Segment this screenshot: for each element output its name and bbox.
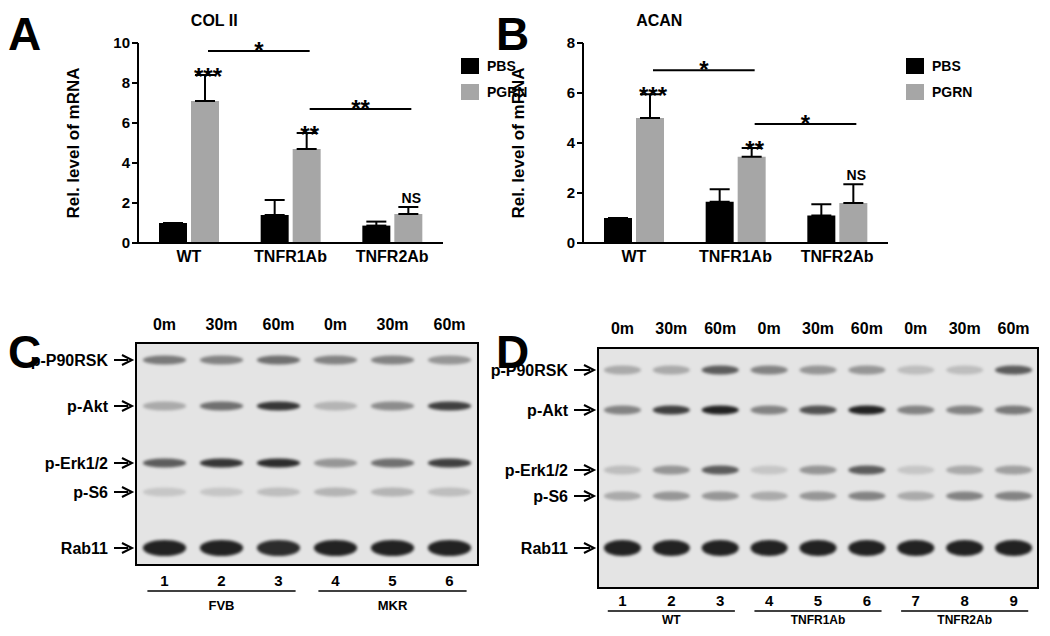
svg-text:4: 4: [567, 134, 576, 151]
svg-text:*: *: [254, 37, 264, 64]
svg-text:0m: 0m: [153, 316, 176, 333]
svg-text:6: 6: [863, 592, 871, 609]
svg-text:p-Akt: p-Akt: [67, 398, 109, 415]
svg-text:*: *: [699, 56, 709, 83]
svg-text:0m: 0m: [611, 320, 634, 337]
svg-text:0: 0: [122, 234, 130, 251]
svg-text:WT: WT: [621, 248, 646, 265]
svg-text:p-S6: p-S6: [533, 488, 568, 505]
svg-text:60m: 60m: [433, 316, 465, 333]
svg-text:2: 2: [122, 194, 130, 211]
svg-text:B: B: [496, 8, 529, 60]
svg-text:COL II: COL II: [191, 12, 238, 29]
svg-text:Rel. level of mRNA: Rel. level of mRNA: [509, 67, 528, 218]
svg-text:Rab11: Rab11: [61, 540, 108, 557]
svg-text:TNFR1Ab: TNFR1Ab: [254, 248, 327, 265]
svg-text:6: 6: [567, 84, 575, 101]
svg-text:Rab11: Rab11: [521, 540, 568, 557]
svg-text:60m: 60m: [851, 320, 883, 337]
svg-text:A: A: [8, 8, 41, 60]
svg-text:4: 4: [765, 592, 774, 609]
svg-text:TNFR2Ab: TNFR2Ab: [356, 248, 429, 265]
svg-text:WT: WT: [662, 613, 681, 627]
svg-text:5: 5: [814, 592, 822, 609]
svg-text:0m: 0m: [758, 320, 781, 337]
svg-text:30m: 30m: [655, 320, 687, 337]
svg-text:60m: 60m: [262, 316, 294, 333]
svg-text:8: 8: [567, 34, 575, 51]
svg-text:2: 2: [217, 572, 225, 589]
svg-text:6: 6: [445, 572, 453, 589]
svg-text:10: 10: [113, 34, 130, 51]
svg-text:3: 3: [716, 592, 724, 609]
svg-text:3: 3: [274, 572, 282, 589]
svg-text:WT: WT: [176, 248, 201, 265]
svg-text:TNFR1Ab: TNFR1Ab: [791, 613, 846, 627]
svg-text:TNFR1Ab: TNFR1Ab: [699, 248, 772, 265]
svg-text:7: 7: [912, 592, 920, 609]
svg-text:**: **: [351, 95, 370, 122]
svg-text:30m: 30m: [376, 316, 408, 333]
svg-text:6: 6: [122, 114, 130, 131]
svg-text:TNFR2Ab: TNFR2Ab: [937, 613, 992, 627]
svg-text:p-Erk1/2: p-Erk1/2: [505, 462, 568, 479]
svg-text:p-S6: p-S6: [73, 484, 108, 501]
svg-text:ACAN: ACAN: [636, 12, 682, 29]
svg-text:*: *: [801, 110, 811, 137]
svg-text:1: 1: [618, 592, 626, 609]
svg-text:9: 9: [1009, 592, 1017, 609]
svg-text:NS: NS: [847, 167, 866, 183]
svg-text:60m: 60m: [704, 320, 736, 337]
svg-text:TNFR2Ab: TNFR2Ab: [801, 248, 874, 265]
svg-text:***: ***: [639, 82, 668, 109]
svg-text:8: 8: [960, 592, 968, 609]
svg-text:**: **: [745, 136, 764, 163]
svg-text:1: 1: [160, 572, 168, 589]
svg-text:5: 5: [388, 572, 396, 589]
svg-text:8: 8: [122, 74, 130, 91]
svg-text:4: 4: [122, 154, 131, 171]
svg-text:Rel. level of mRNA: Rel. level of mRNA: [64, 67, 83, 218]
svg-text:0: 0: [567, 234, 575, 251]
svg-text:0m: 0m: [324, 316, 347, 333]
svg-text:p-P90RSK: p-P90RSK: [491, 362, 569, 379]
svg-text:30m: 30m: [949, 320, 981, 337]
svg-text:**: **: [300, 121, 319, 148]
svg-text:30m: 30m: [205, 316, 237, 333]
svg-text:MKR: MKR: [378, 598, 408, 613]
svg-text:60m: 60m: [998, 320, 1030, 337]
svg-text:2: 2: [567, 184, 575, 201]
svg-text:***: ***: [194, 63, 223, 90]
svg-text:FVB: FVB: [209, 598, 235, 613]
svg-text:2: 2: [667, 592, 675, 609]
svg-text:0m: 0m: [904, 320, 927, 337]
svg-text:NS: NS: [402, 190, 421, 206]
svg-text:30m: 30m: [802, 320, 834, 337]
svg-text:4: 4: [331, 572, 340, 589]
svg-text:p-Akt: p-Akt: [527, 402, 569, 419]
svg-text:p-Erk1/2: p-Erk1/2: [45, 455, 108, 472]
svg-text:p-P90RSK: p-P90RSK: [31, 352, 109, 369]
